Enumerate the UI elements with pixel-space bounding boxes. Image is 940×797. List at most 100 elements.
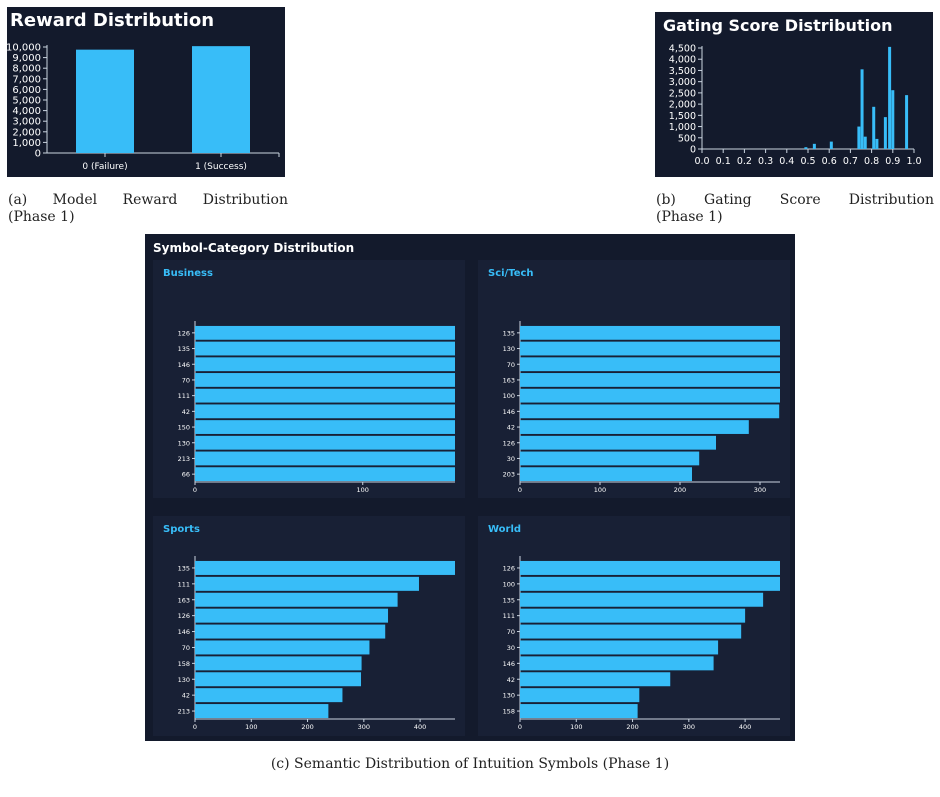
sports-bar: [195, 656, 362, 671]
scitech-x-tick-label: 200: [674, 486, 686, 494]
reward-y-tick-label: 3,000: [12, 117, 41, 128]
scitech-y-tick-label: 163: [503, 376, 515, 384]
business-x-tick-label: 100: [357, 486, 369, 494]
world-bar: [520, 704, 638, 719]
reward-y-tick-label: 4,000: [12, 106, 41, 117]
gating-x-tick-label: 0.0: [694, 156, 709, 167]
sports-x-tick-label: 0: [193, 723, 197, 731]
gating-x-tick-label: 0.7: [843, 156, 858, 167]
world-bar: [520, 624, 742, 639]
sports-y-tick-label: 111: [178, 580, 190, 588]
sports-y-tick-label: 146: [178, 628, 190, 636]
reward-y-tick-label: 6,000: [12, 85, 41, 96]
world-y-tick-label: 100: [503, 580, 515, 588]
caption-a-line2: (Phase 1): [8, 209, 75, 225]
business-bar: [195, 435, 455, 450]
caption-a-label: (a): [8, 192, 28, 208]
gating-x-tick-label: 0.4: [779, 156, 794, 167]
business-y-tick-label: 66: [182, 471, 190, 479]
world-x-tick-label: 200: [626, 723, 638, 731]
sports-x-tick-label: 100: [245, 723, 257, 731]
caption-b-word2: Score: [779, 192, 821, 208]
scitech-y-tick-label: 203: [503, 471, 515, 479]
caption-c: (c) Semantic Distribution of Intuition S…: [270, 756, 670, 772]
gating-y-tick-label: 0: [690, 145, 696, 156]
caption-b-word3: Distribution: [848, 192, 934, 208]
reward-y-tick-label: 0: [35, 149, 41, 160]
business-y-tick-label: 135: [178, 345, 190, 353]
gating-x-tick-label: 0.3: [758, 156, 773, 167]
business-y-tick-label: 70: [182, 376, 190, 384]
reward-y-tick-label: 2,000: [12, 127, 41, 138]
gating-panel-title: Gating Score Distribution: [663, 16, 893, 35]
scitech-bar: [520, 341, 780, 356]
scitech-bar: [520, 325, 780, 340]
world-y-tick-label: 70: [507, 628, 515, 636]
caption-b-line2: (Phase 1): [656, 209, 723, 225]
world-y-tick-label: 158: [503, 708, 515, 716]
gating-bar: [883, 117, 887, 149]
sports-bar: [195, 624, 386, 639]
world-subpanel: World 126 100 135 111 70 30 146 42 130 158 0 100 200…: [478, 516, 790, 736]
reward-bar: [192, 46, 250, 153]
business-y-tick-label: 111: [178, 392, 190, 400]
gating-y-tick-label: 4,500: [669, 44, 696, 55]
business-chart: 126 135 146 70 111 42 150 130 213 660 100: [178, 321, 455, 494]
sports-y-tick-label: 163: [178, 596, 190, 604]
reward-panel-title: Reward Distribution: [10, 10, 215, 31]
gating-chart: 05001,0001,5002,0002,5003,0003,5004,0004…: [669, 44, 922, 168]
scitech-y-tick-label: 130: [503, 345, 515, 353]
sports-bar: [195, 592, 398, 607]
gating-bar: [875, 138, 879, 149]
world-bar: [520, 560, 780, 575]
gating-bar: [857, 126, 861, 149]
scitech-bar: [520, 435, 716, 450]
sports-y-tick-label: 135: [178, 564, 190, 572]
gating-y-tick-label: 2,000: [669, 100, 696, 111]
sports-y-tick-label: 158: [178, 660, 190, 668]
gating-x-tick-label: 0.8: [864, 156, 879, 167]
reward-y-tick-label: 8,000: [12, 64, 41, 75]
gating-x-tick-label: 0.6: [822, 156, 837, 167]
reward-distribution-panel: Reward Distribution 0 1,000 2,000 3,000 4,00…: [7, 7, 285, 177]
gating-bar: [905, 95, 909, 149]
sports-bar: [195, 608, 389, 623]
scitech-y-tick-label: 42: [507, 424, 515, 432]
gating-bar: [888, 46, 892, 149]
gating-distribution-panel: Gating Score Distribution 0 500 1,000 1,500…: [655, 12, 933, 177]
sports-bar: [195, 576, 419, 591]
sports-x-tick-label: 200: [301, 723, 313, 731]
world-bar: [520, 608, 746, 623]
caption-a: (a) Model Reward Distribution (Phase 1): [8, 192, 288, 226]
gating-x-tick-label: 0.2: [737, 156, 752, 167]
world-bar: [520, 592, 764, 607]
gating-bar: [872, 106, 876, 149]
sports-y-tick-label: 130: [178, 676, 190, 684]
scitech-subpanel: Sci/Tech 135 130 70 163 100 146 42 126 30 203 0 100…: [478, 260, 790, 498]
gating-bar: [812, 143, 816, 149]
scitech-bar: [520, 373, 780, 387]
sports-bar: [195, 688, 343, 703]
business-y-tick-label: 42: [182, 408, 190, 416]
sports-x-tick-label: 400: [414, 723, 426, 731]
gating-x-tick-label: 0.1: [716, 156, 731, 167]
world-x-tick-label: 400: [739, 723, 751, 731]
business-y-tick-label: 130: [178, 439, 190, 447]
gating-bar: [863, 136, 867, 149]
business-x-tick-label: 0: [193, 486, 197, 494]
business-title: Business: [163, 268, 213, 279]
gating-y-tick-label: 3,000: [669, 77, 696, 88]
reward-y-tick-label: 1,000: [12, 138, 41, 149]
scitech-x-tick-label: 0: [518, 486, 522, 494]
scitech-bar: [520, 420, 749, 434]
sports-y-tick-label: 213: [178, 708, 190, 716]
scitech-y-tick-label: 146: [503, 408, 515, 416]
world-y-tick-label: 42: [507, 676, 515, 684]
scitech-bar: [520, 467, 692, 482]
sports-y-tick-label: 70: [182, 644, 190, 652]
business-bar: [195, 404, 455, 419]
business-y-tick-label: 146: [178, 361, 190, 369]
scitech-y-tick-label: 135: [503, 329, 515, 337]
caption-a-word2: Reward: [122, 192, 178, 208]
